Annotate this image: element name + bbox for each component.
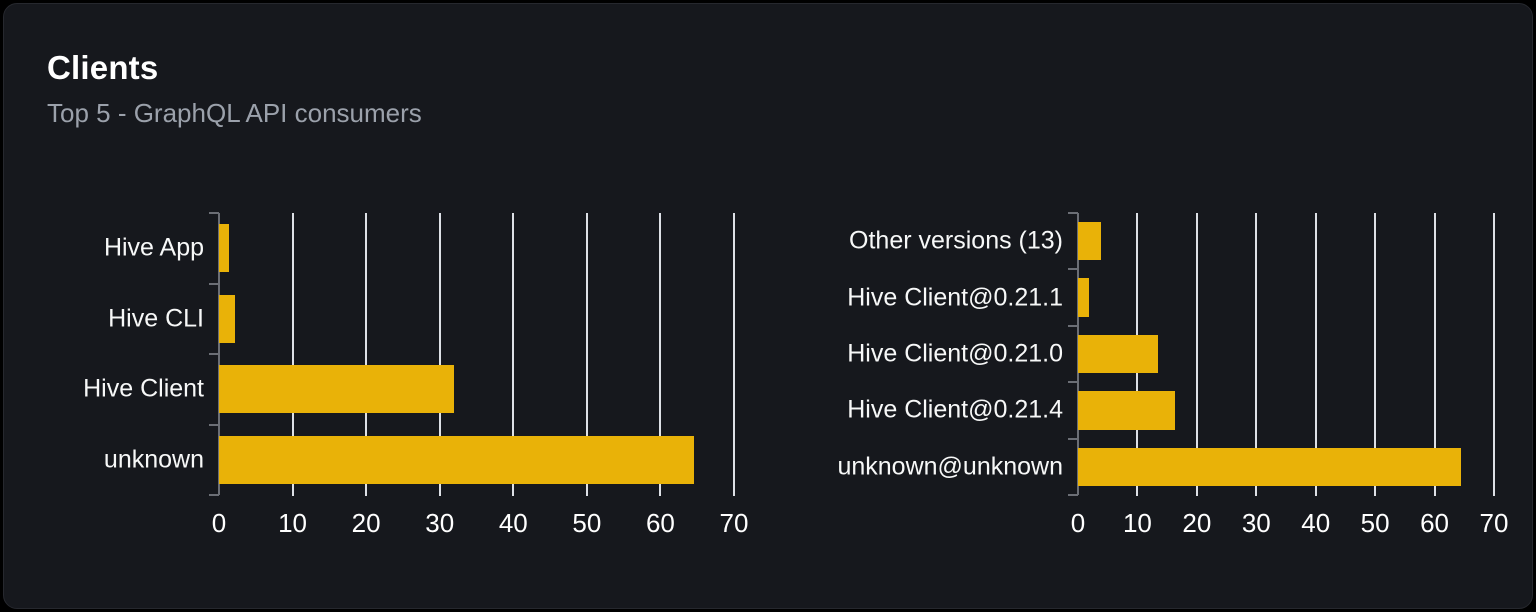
category-band: Hive Client [83, 354, 734, 425]
x-tick-label: 20 [1182, 508, 1212, 538]
category-label: unknown [103, 445, 204, 474]
category-label: Hive Client@0.21.0 [847, 339, 1063, 368]
y-axis-tick [209, 423, 219, 426]
clients-card: Clients Top 5 - GraphQL API consumers Hi… [3, 3, 1533, 609]
gridline [1374, 213, 1377, 496]
x-tick-label: 20 [351, 508, 381, 538]
card-title: Clients [47, 49, 159, 86]
gridline [733, 213, 735, 496]
gridline [438, 213, 441, 496]
x-tick-label: 40 [1301, 508, 1331, 538]
plot-area: Other versions (13) Hive Client@0.21.1 Hiv… [837, 212, 1508, 538]
bar[interactable] [1078, 447, 1462, 486]
clients-by-version-chart: Other versions (13) Hive Client@0.21.1 Hiv… [837, 212, 1508, 538]
y-axis-line [218, 213, 220, 495]
x-tick-label: 10 [1122, 508, 1152, 538]
plot-area: Hive App Hive CLI Hive Client unknown 0 10 20 3… [83, 212, 748, 538]
category-label: Hive Client@0.21.4 [847, 395, 1063, 424]
x-tick-label: 10 [278, 508, 308, 538]
x-tick-label: 30 [1241, 508, 1271, 538]
category-band: Hive Client@0.21.1 [847, 269, 1494, 325]
category-band: Other versions (13) [849, 213, 1494, 269]
bar[interactable] [1078, 391, 1175, 430]
x-tick-label: 30 [425, 508, 455, 538]
bar[interactable] [1078, 278, 1089, 317]
y-axis-tick [1068, 212, 1078, 214]
clients-by-name-chart: Hive App Hive CLI Hive Client unknown 0 10 20 3… [83, 212, 748, 538]
y-axis-tick [1068, 381, 1078, 384]
y-axis-tick [1068, 268, 1078, 271]
category-label: Hive Client [83, 374, 204, 403]
x-tick-label: 0 [1070, 508, 1086, 538]
gridline [365, 213, 368, 496]
bar[interactable] [1078, 222, 1101, 261]
y-axis-tick [209, 494, 219, 496]
x-tick-label: 40 [498, 508, 528, 538]
y-axis-tick [1068, 324, 1078, 327]
gridline [1314, 213, 1317, 496]
gridline [512, 213, 515, 496]
gridline [1433, 213, 1436, 496]
y-axis-tick [1068, 494, 1078, 496]
category-label: Other versions (13) [849, 226, 1063, 255]
bar[interactable] [219, 224, 229, 273]
gridline [659, 213, 662, 496]
x-tick-label: 70 [719, 508, 749, 538]
x-tick-label: 70 [1479, 508, 1509, 538]
category-band: unknown [104, 425, 734, 496]
card-subtitle: Top 5 - GraphQL API consumers [47, 98, 422, 128]
x-tick-label: 50 [572, 508, 602, 538]
x-tick-label: 60 [1420, 508, 1450, 538]
x-tick-label: 0 [211, 508, 227, 538]
category-band: Hive App [104, 213, 734, 284]
category-label: Hive CLI [108, 304, 204, 333]
y-axis-tick [1068, 437, 1078, 440]
y-axis-tick [209, 212, 219, 214]
gridline [1255, 213, 1258, 496]
x-tick-label: 60 [645, 508, 675, 538]
category-label: unknown@unknown [837, 452, 1063, 481]
y-axis-tick [209, 353, 219, 355]
y-axis-tick [209, 282, 219, 285]
gridline [291, 213, 294, 496]
bar[interactable] [219, 294, 236, 343]
category-band: Hive Client@0.21.4 [847, 382, 1494, 438]
category-label: Hive App [103, 233, 204, 262]
category-band: Hive CLI [108, 284, 734, 355]
gridline [1195, 213, 1198, 496]
gridline [1493, 213, 1495, 496]
category-band: Hive Client@0.21.0 [847, 326, 1494, 382]
x-tick-label: 50 [1360, 508, 1390, 538]
bar[interactable] [219, 365, 455, 414]
bar[interactable] [219, 435, 694, 484]
category-label: Hive Client@0.21.1 [847, 283, 1063, 312]
gridline [585, 213, 588, 496]
bar[interactable] [1078, 334, 1159, 374]
category-band: unknown@unknown [837, 439, 1494, 495]
